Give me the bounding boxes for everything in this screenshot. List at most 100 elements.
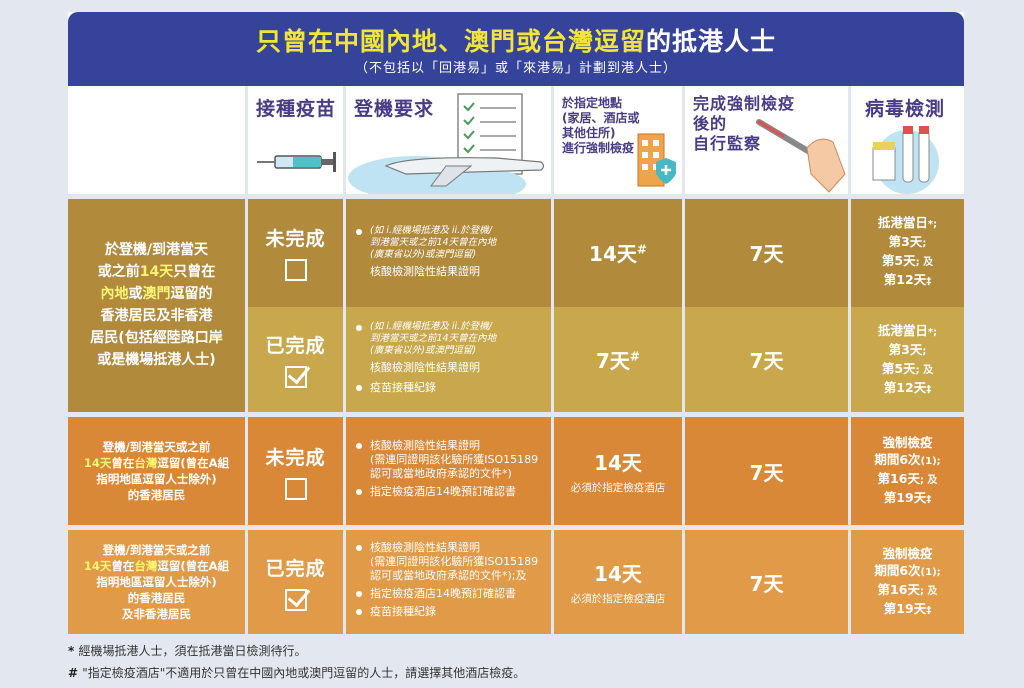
monitoring-cell: 7天 [685, 530, 848, 634]
monitoring-cell: 7天 [685, 197, 848, 307]
testing-cell: 強制檢疫 期間6次(1); 第16天; 及第19天‡ [851, 417, 964, 525]
testing-day: 第16天 [877, 471, 920, 486]
vaccine-cell: 已完成 [248, 530, 343, 634]
boarding-condition: (如 i.經機場抵港及 ii.於登機/ 到港當天或之前14天曾在內地 (廣東省以… [356, 225, 496, 261]
testing-cell: 抵港當日*; 第3天; 第5天; 及第12天‡ [851, 307, 964, 412]
testing-cell: 抵港當日*; 第3天; 第5天; 及第12天‡ [851, 197, 964, 307]
boarding-cell: 核酸檢測陰性結果證明 (需連同證明該化驗所獲ISO15189 認可或當地政府承認… [346, 417, 551, 525]
testing-suffix: ; [922, 345, 927, 357]
testing-suffix: ; 及 [915, 364, 934, 376]
testing-day: 第19天 [883, 490, 927, 505]
description-text: 曾在 [111, 456, 135, 470]
description-line: 或是機場抵港人士) [90, 349, 222, 371]
divider [68, 412, 964, 417]
col-header-boarding: 登機要求 [346, 86, 551, 194]
testing-day: 第19天 [883, 601, 927, 616]
footnote-text: 經機場抵港人士，須在抵港當日檢測待行。 [78, 644, 307, 658]
description-text: 逗留(曾在A組 [157, 559, 230, 573]
description-line: 指明地區逗留人士除外) [84, 471, 229, 487]
page-title: 只曾在中國內地、澳門或台灣逗留的抵港人士 [255, 27, 777, 56]
testing-suffix: ‡ [926, 276, 932, 287]
description-text: 的香港居民 [127, 591, 186, 605]
quarantine-cell: 14天 必須於指定檢疫酒店 [554, 530, 682, 634]
testing-suffix: ‡ [926, 494, 932, 505]
group-description-text: 登機/到港當天或之前 14天曾在台灣逗留(曾在A組 指明地區逗留人士除外) 的香港居民… [84, 542, 229, 622]
footnote-mark: * [68, 644, 79, 658]
quarantine-days: 14天# [589, 241, 647, 266]
description-line: 的香港居民 [84, 590, 229, 606]
testing-day: 抵港當日 [877, 322, 928, 338]
testing-day: 第12天 [883, 272, 927, 287]
testing-line: 第16天; 及 [878, 581, 938, 600]
testing-day: 第12天 [883, 379, 927, 395]
testing-day: 期間6次 [874, 563, 921, 578]
description-text: 的香港居民 [127, 488, 186, 502]
quarantine-days: 7天# [596, 349, 640, 373]
table-header: 只曾在中國內地、澳門或台灣逗留的抵港人士 （不包括以「回港易」或「來港易」計劃到… [68, 12, 964, 86]
description-text: 及非香港居民 [121, 607, 191, 621]
description-text: 登機/到港當天或之前 [102, 543, 211, 557]
testing-suffix: ; 及 [919, 475, 938, 486]
boarding-requirements: 核酸檢測陰性結果證明 (需連同證明該化驗所獲ISO15189 認可或當地政府承認… [346, 541, 546, 623]
group-1-description: 於登機/到港當天 或之前14天只曾在 內地或澳門逗留的 香港居民及非香港 居民(包括經陸… [68, 197, 245, 412]
testing-line: 第19天‡ [884, 489, 931, 508]
description-line: 的香港居民 [84, 487, 229, 503]
testing-day: 第3天 [888, 234, 923, 249]
empty-box-icon [284, 477, 307, 500]
quarantine-days: 14天 [594, 451, 642, 475]
footnote-mark: # [629, 349, 640, 364]
highlight-text: 14天 [139, 263, 174, 280]
corner-cell [68, 86, 245, 194]
boarding-item: 核酸檢測陰性結果證明 [370, 265, 480, 278]
vaccine-status: 未完成 [265, 446, 326, 469]
testing-line: 第12天‡ [884, 271, 931, 290]
testing-suffix: *; [927, 219, 938, 230]
divider [68, 525, 964, 530]
highlight-text: 14天 [83, 559, 112, 573]
boarding-item: 指定檢疫酒店14晚預訂確認書 [356, 485, 538, 499]
testing-suffix: (1); [920, 567, 941, 578]
boarding-cell: (如 i.經機場抵港及 ii.於登機/ 到港當天或之前14天曾在內地 (廣東省以… [346, 307, 551, 412]
description-text: 只曾在 [173, 263, 216, 280]
footnotes: * 經機場抵港人士，須在抵港當日檢測待行。 # "指定檢疫酒店"不適用於只曾在中國… [68, 640, 525, 684]
checked-box-icon [284, 366, 307, 388]
testing-line: 第16天; 及 [878, 470, 938, 489]
description-line: 居民(包括經陸路口岸 [90, 327, 222, 349]
boarding-item: 核酸檢測陰性結果證明 [370, 360, 480, 374]
col-header-quarantine: 於指定地點 (家居、酒店或 其他住所) 進行強制檢疫 [554, 86, 682, 194]
testing-day: 第3天 [888, 341, 923, 357]
quarantine-cell: 14天# [554, 197, 682, 307]
testing-suffix: *; [927, 326, 938, 338]
testing-suffix: ; [922, 238, 927, 249]
monitoring-days: 7天 [749, 349, 784, 373]
footnote: # "指定檢疫酒店"不適用於只曾在中國內地或澳門逗留的人士，請選擇其他酒店檢疫。 [68, 662, 525, 684]
testing-day: 第5天 [881, 360, 916, 376]
divider [245, 86, 248, 634]
vaccine-status: 已完成 [265, 335, 326, 357]
boarding-item: 指定檢疫酒店14晚預訂確認書 [356, 587, 538, 601]
quarantine-note: 必須於指定檢疫酒店 [570, 482, 666, 494]
boarding-cell: (如 i.經機場抵港及 ii.於登機/ 到港當天或之前14天曾在內地 (廣東省以… [346, 197, 551, 307]
description-line: 指明地區逗留人士除外) [84, 574, 229, 590]
testing-line: 抵港當日*; [878, 214, 937, 233]
testing-line: 第3天; [889, 233, 927, 252]
footnote-mark: # [636, 241, 647, 256]
vaccine-cell: 已完成 [248, 307, 343, 412]
testing-day: 強制檢疫 [882, 546, 933, 561]
boarding-item: 疫苗接種紀錄 [356, 381, 496, 395]
boarding-item: 核酸檢測陰性結果證明 (需連同證明該化驗所獲ISO15189 認可或當地政府承認… [356, 439, 538, 481]
footnote-mark: # [68, 666, 83, 680]
description-text: 香港居民及非香港 [100, 307, 213, 324]
syringe-icon [257, 152, 336, 172]
group-3-description: 登機/到港當天或之前 14天曾在台灣逗留(曾在A組 指明地區逗留人士除外) 的香港居民… [68, 530, 245, 634]
testing-line: 第19天‡ [884, 600, 931, 619]
monitoring-days: 7天 [749, 460, 784, 485]
testing-line: 第12天‡ [884, 379, 931, 398]
testing-line: 第3天; [889, 341, 927, 360]
monitoring-days: 7天 [749, 571, 784, 596]
testing-day: 期間6次 [874, 452, 921, 467]
divider [682, 86, 685, 634]
quarantine-table: 只曾在中國內地、澳門或台灣逗留的抵港人士 （不包括以「回港易」或「來港易」計劃到… [68, 12, 964, 634]
testing-line: 期間6次(1); [874, 451, 940, 470]
quarantine-header-text: 於指定地點 (家居、酒店或 其他住所) 進行強制檢疫 [562, 96, 640, 155]
